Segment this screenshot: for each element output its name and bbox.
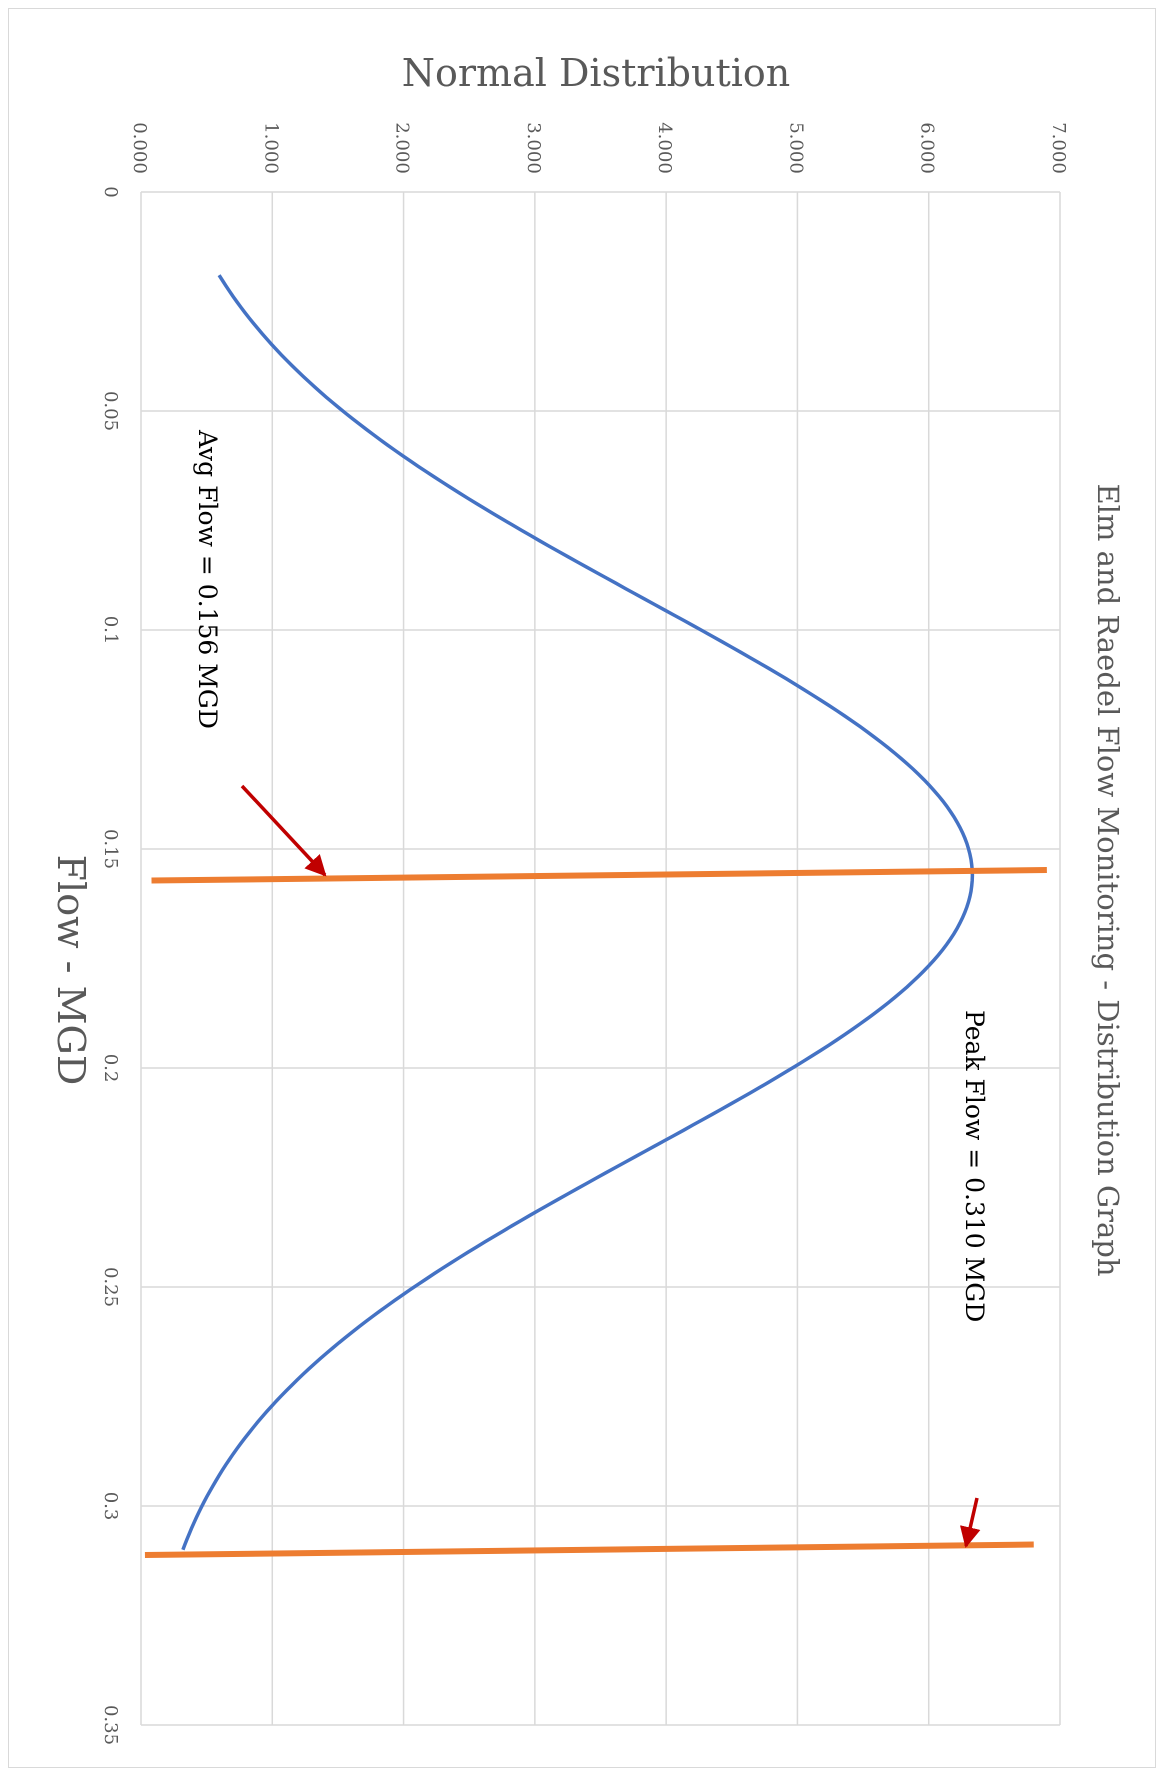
chart-title: Elm and Raedel Flow Monitoring - Distrib… [1091,483,1125,1276]
chart-frame [8,8,1156,1768]
x-tick-label: 0.2 [100,1054,121,1083]
y-tick-label: 5.000 [785,122,806,174]
avg-flow-annotation: Avg Flow = 0.156 MGD [193,429,222,729]
y-tick-label: 0.000 [129,122,150,174]
plot-area [144,274,1047,1559]
y-tick-label: 4.000 [654,122,675,174]
peak-flow-arrow [959,1497,981,1549]
x-tick-label: 0.1 [100,616,121,645]
x-tick-label: 0.15 [100,829,121,869]
x-tick-label: 0.35 [100,1705,121,1745]
distribution-curve [181,274,975,1551]
y-tick-label: 7.000 [1048,122,1069,174]
x-tick-label: 0.25 [100,1267,121,1307]
y-tick-label: 1.000 [260,122,281,174]
x-tick-label: 0.3 [100,1492,121,1521]
y-tick-label: 6.000 [917,122,938,174]
tick-labels: 0.000 1.000 2.000 3.000 4.000 5.000 6.000 7.000… [100,122,1069,1745]
x-tick-label: 0.05 [100,391,121,431]
y-tick-label: 3.000 [523,122,544,174]
y-axis-title: Normal Distribution [402,51,791,95]
x-axis-title: Flow - MGD [49,855,93,1086]
x-tick-label: 0 [100,186,121,197]
avg-flow-arrow [240,784,327,877]
avg-flow-line [151,867,1047,884]
peak-flow-annotation: Peak Flow = 0.310 MGD [960,1010,989,1322]
y-tick-label: 2.000 [392,122,413,174]
chart-text: Elm and Raedel Flow Monitoring - Distrib… [49,51,1125,1549]
peak-flow-line [144,1541,1034,1559]
gridlines [140,191,1061,1726]
